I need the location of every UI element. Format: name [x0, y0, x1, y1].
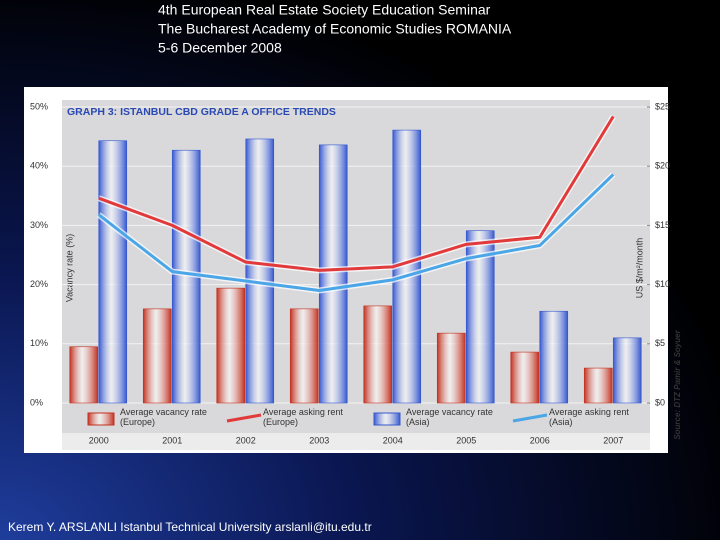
bar [289, 308, 319, 404]
y2-tick-label: $25 [655, 101, 670, 111]
source-note: Source: DTZ Pamir & Soyuer [673, 329, 682, 439]
bar [510, 351, 540, 404]
x-tick-label: 2005 [456, 435, 476, 445]
x-tick-label: 2004 [383, 435, 403, 445]
legend-item: Average asking rent (Asia) [549, 407, 629, 427]
bar [583, 367, 613, 404]
y2-tick-label: $5 [655, 338, 665, 348]
legend-item: Average vacancy rate (Europe) [120, 407, 207, 427]
line [97, 173, 615, 293]
y2-tick-label: $10 [655, 279, 670, 289]
legend-swatch [373, 412, 401, 426]
legend-swatch [512, 413, 548, 423]
x-tick-label: 2001 [162, 435, 182, 445]
y2-axis-label: US $/m²/month [634, 238, 644, 299]
y2-tick-label: $0 [655, 397, 665, 407]
legend-label: Average asking rent (Asia) [549, 407, 629, 427]
legend-swatch [87, 412, 115, 426]
header-line: The Bucharest Academy of Economic Studie… [158, 21, 512, 37]
y2-tick-label: $20 [655, 161, 670, 171]
legend-label: Average vacancy rate (Asia) [406, 407, 493, 427]
x-tick-label: 2006 [530, 435, 550, 445]
bar [436, 332, 466, 404]
bar [363, 305, 393, 404]
y-axis-label: Vacancy rate (%) [64, 234, 74, 302]
bar [216, 287, 246, 404]
x-axis-band [62, 433, 650, 450]
chart-title: GRAPH 3: ISTANBUL CBD GRADE A OFFICE TRE… [67, 106, 336, 118]
legend-swatch [226, 413, 262, 423]
y-tick-label: 10% [30, 338, 48, 348]
bar [245, 138, 275, 404]
line [98, 115, 615, 272]
x-tick-label: 2000 [89, 435, 109, 445]
legend-label: Average vacancy rate (Europe) [120, 407, 207, 427]
y-tick-label: 40% [30, 161, 48, 171]
x-tick-label: 2002 [236, 435, 256, 445]
legend-label: Average asking rent (Europe) [263, 407, 343, 427]
header-line: 4th European Real Estate Society Educati… [158, 2, 491, 18]
x-tick-label: 2007 [603, 435, 623, 445]
legend-item: Average vacancy rate (Asia) [406, 407, 493, 427]
y-tick-label: 20% [30, 279, 48, 289]
bar [142, 308, 172, 404]
bar [318, 144, 348, 404]
header-line: 5-6 December 2008 [158, 40, 282, 56]
bar [539, 310, 569, 404]
legend-item: Average asking rent (Europe) [263, 407, 343, 427]
y2-tick-label: $15 [655, 220, 670, 230]
bar [612, 337, 642, 404]
y-tick-label: 50% [30, 101, 48, 111]
bar [98, 140, 128, 404]
y-tick-label: 0% [30, 397, 43, 407]
y-tick-label: 30% [30, 220, 48, 230]
x-tick-label: 2003 [309, 435, 329, 445]
footer-text: Kerem Y. ARSLANLI Istanbul Technical Uni… [8, 520, 372, 534]
bar [69, 346, 99, 404]
